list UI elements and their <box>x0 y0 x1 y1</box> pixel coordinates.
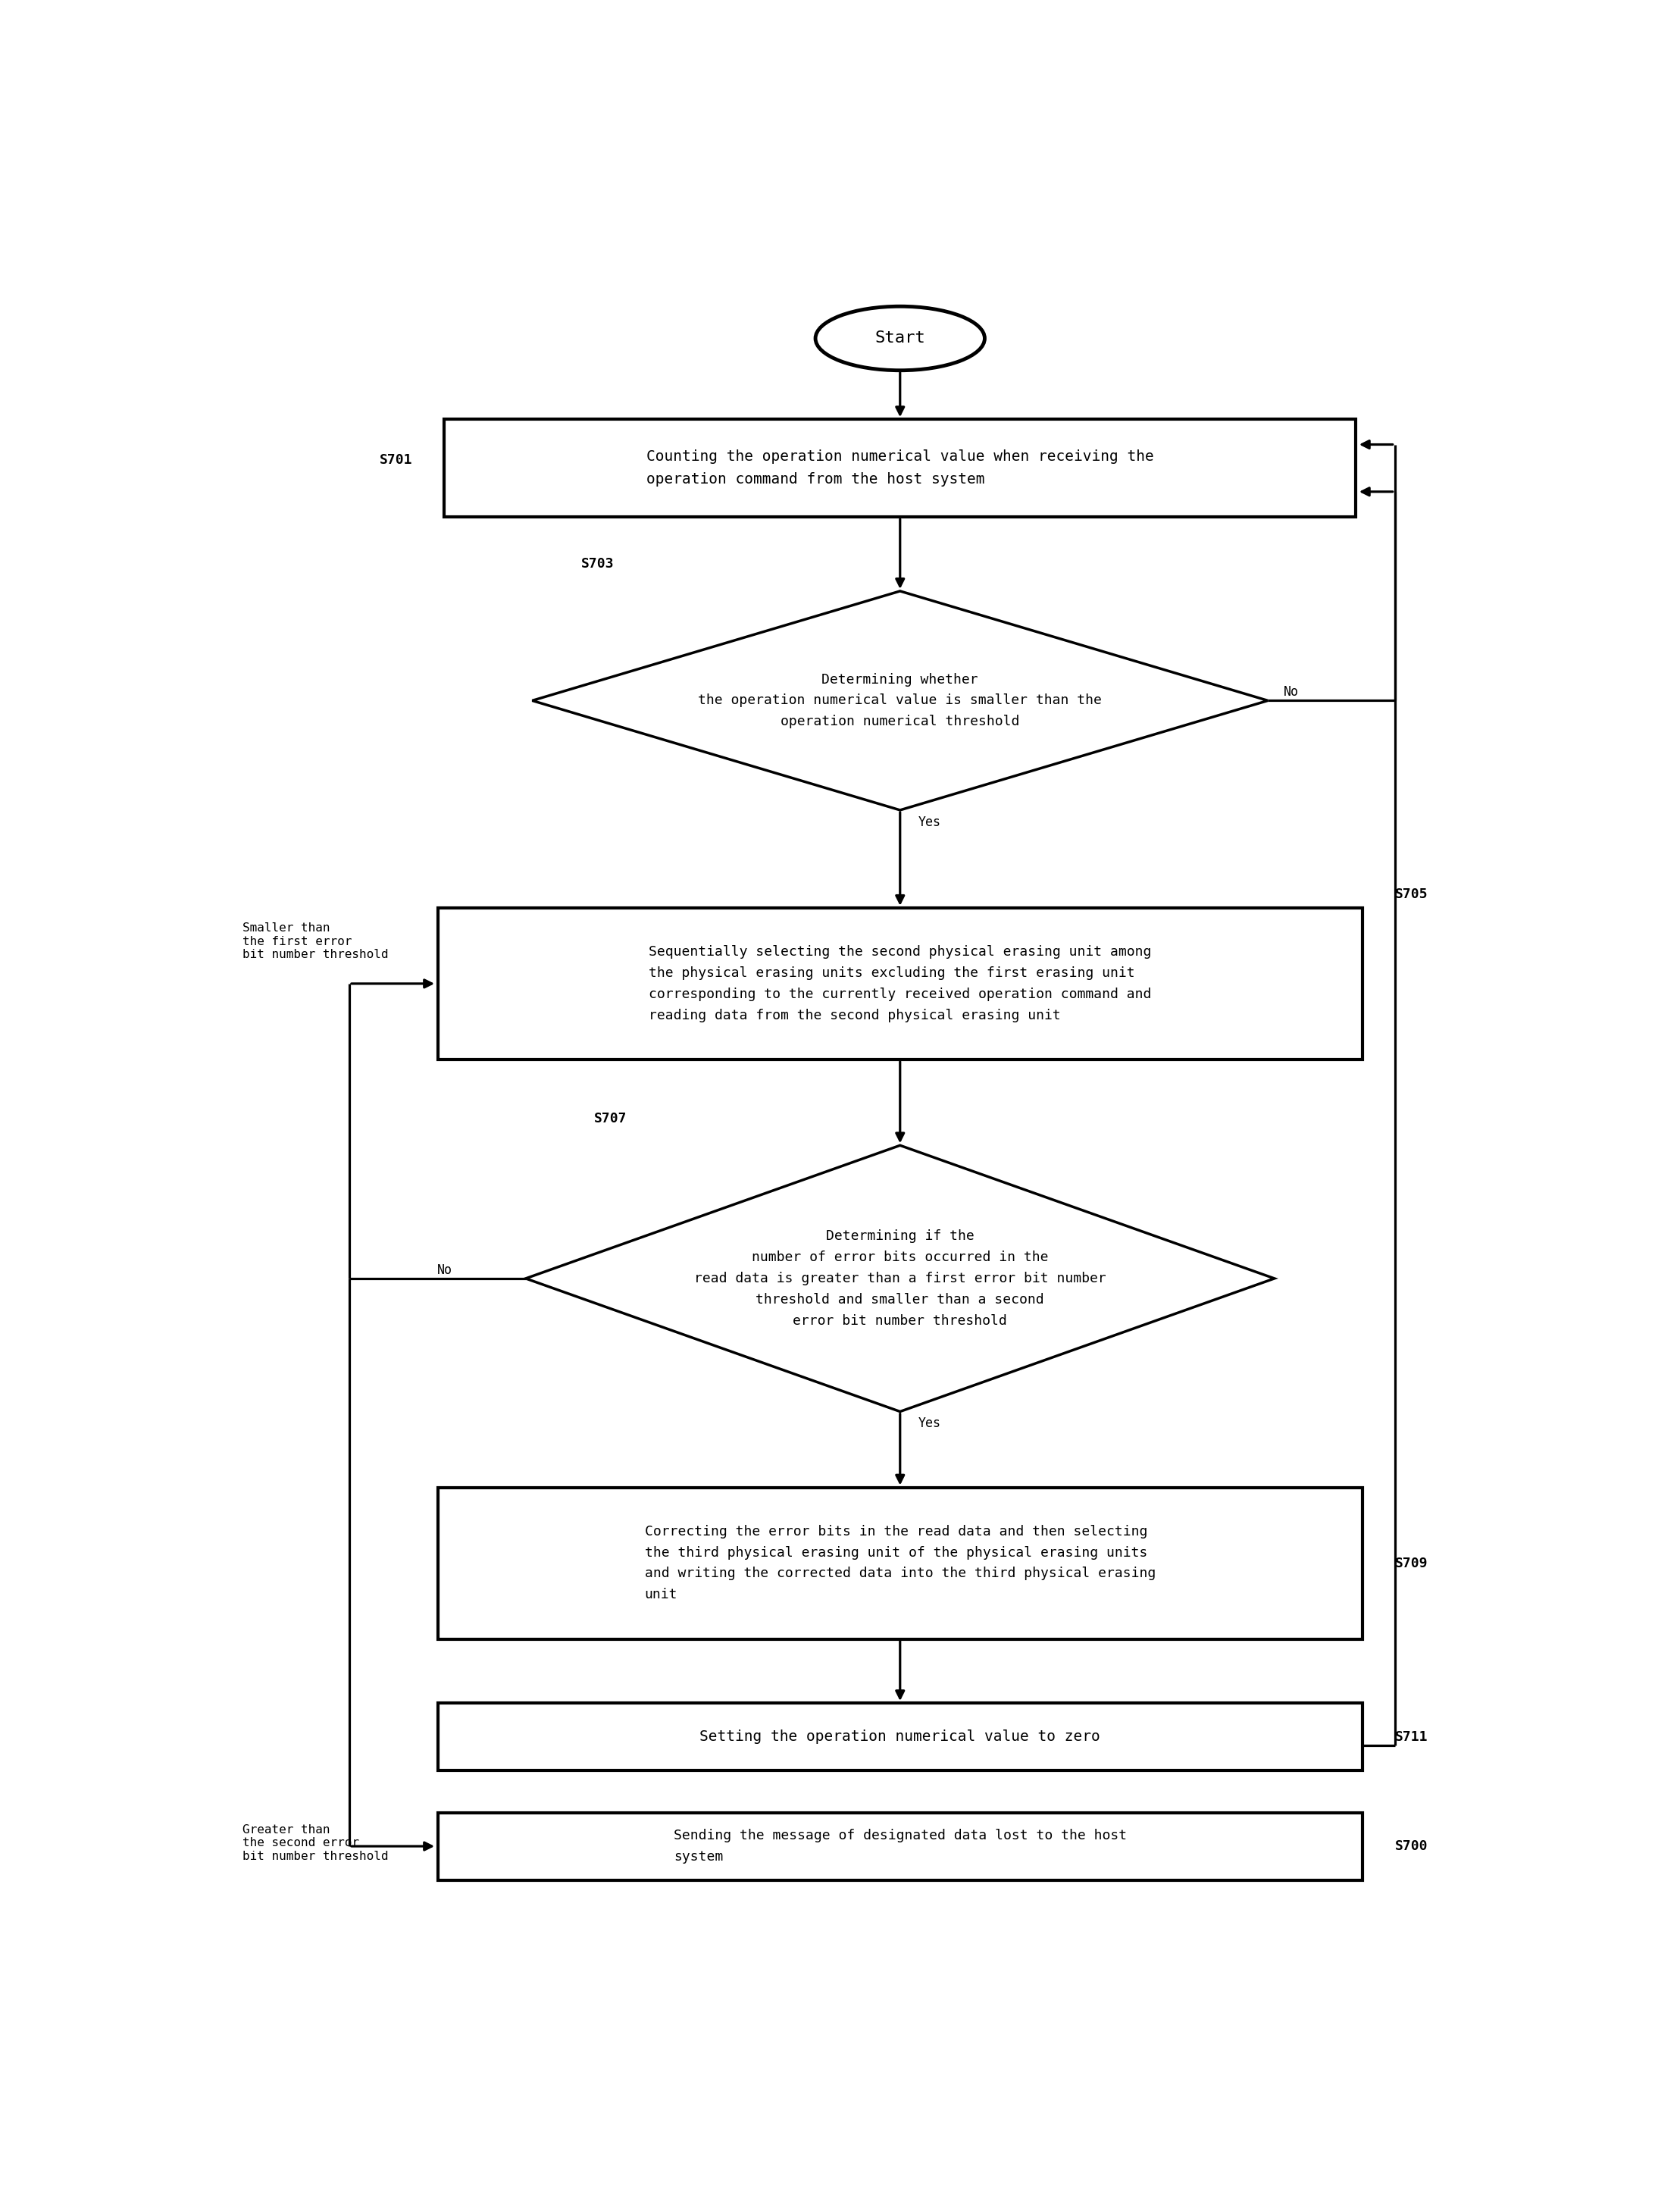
Text: Smaller than
the first error
bit number threshold: Smaller than the first error bit number … <box>242 923 388 961</box>
Text: Counting the operation numerical value when receiving the
operation command from: Counting the operation numerical value w… <box>647 451 1154 486</box>
Text: Sequentially selecting the second physical erasing unit among
the physical erasi: Sequentially selecting the second physic… <box>648 945 1151 1022</box>
Text: Correcting the error bits in the read data and then selecting
the third physical: Correcting the error bits in the read da… <box>645 1525 1156 1602</box>
Text: No: No <box>1284 685 1299 698</box>
Text: Yes: Yes <box>919 816 941 829</box>
Text: S703: S703 <box>581 558 613 571</box>
Text: S709: S709 <box>1394 1556 1428 1571</box>
Text: S700: S700 <box>1394 1840 1428 1853</box>
Text: Yes: Yes <box>919 1416 941 1431</box>
Text: S711: S711 <box>1394 1731 1428 1744</box>
Text: S707: S707 <box>595 1112 627 1125</box>
Text: Determining if the
number of error bits occurred in the
read data is greater tha: Determining if the number of error bits … <box>694 1230 1105 1328</box>
Text: S705: S705 <box>1394 888 1428 901</box>
Text: S701: S701 <box>380 453 412 466</box>
Text: Sending the message of designated data lost to the host
system: Sending the message of designated data l… <box>674 1829 1127 1864</box>
Text: No: No <box>437 1262 452 1278</box>
Text: Setting the operation numerical value to zero: Setting the operation numerical value to… <box>701 1729 1100 1744</box>
Text: Determining whether
the operation numerical value is smaller than the
operation : Determining whether the operation numeri… <box>699 672 1102 729</box>
Text: Start: Start <box>875 330 926 346</box>
Text: Greater than
the second error
bit number threshold: Greater than the second error bit number… <box>242 1825 388 1862</box>
